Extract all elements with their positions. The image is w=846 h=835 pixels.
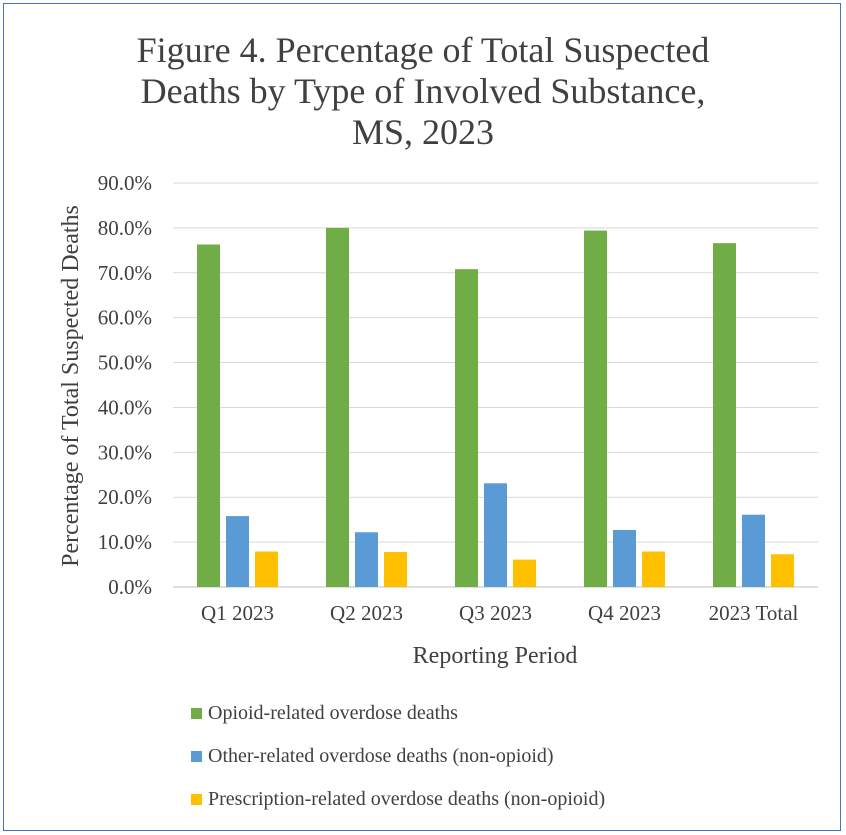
legend-label: Prescription-related overdose deaths (no… <box>208 787 606 810</box>
bar-series-2-2023-total <box>771 554 794 587</box>
y-axis-ticks: 0.0% 10.0% 20.0% 30.0% 40.0% 50.0% 60.0% 70.0% 8… <box>98 171 152 599</box>
legend-swatch <box>191 750 202 762</box>
bar-series-1-q3-2023 <box>484 483 507 587</box>
x-axis-title: Reporting Period <box>413 643 578 669</box>
bar-series-2-q2-2023 <box>384 551 407 587</box>
y-tick-label: 40.0% <box>98 395 152 419</box>
bar-series-1-q2-2023 <box>355 532 378 587</box>
y-tick-label: 20.0% <box>98 485 152 509</box>
chart-frame <box>3 3 841 831</box>
x-tick-label: 2023 Total <box>709 601 799 625</box>
bar-series-0-q3-2023 <box>455 269 478 587</box>
y-tick-label: 30.0% <box>98 440 152 464</box>
y-tick-label: 70.0% <box>98 261 152 285</box>
bar-series-2-q4-2023 <box>642 551 665 587</box>
legend-item: Prescription-related overdose deaths (no… <box>191 787 606 810</box>
bar-series-0-q1-2023 <box>197 244 220 587</box>
x-tick-label: Q1 2023 <box>201 601 274 625</box>
y-tick-label: 10.0% <box>98 530 152 554</box>
x-tick-label: Q3 2023 <box>459 601 532 625</box>
chart-title: Figure 4. Percentage of Total Suspected … <box>0 30 846 153</box>
y-axis-title: Percentage of Total Suspected Deaths <box>58 205 84 567</box>
bar-series-2-q3-2023 <box>513 559 536 587</box>
legend-item: Opioid-related overdose deaths <box>191 701 605 724</box>
bar-series-1-2023-total <box>742 514 765 587</box>
chart-title-line-2: Deaths by Type of Involved Substance, <box>140 71 706 111</box>
bar-series-1-q1-2023 <box>226 516 249 587</box>
chart-title-line-3: MS, 2023 <box>351 112 495 152</box>
y-tick-label: 90.0% <box>98 171 152 195</box>
x-tick-label: Q4 2023 <box>588 601 661 625</box>
bars <box>197 227 794 588</box>
y-tick-label: 80.0% <box>98 216 152 240</box>
legend-item: Other-related overdose deaths (non-opioi… <box>191 744 605 767</box>
bar-series-2-q1-2023 <box>255 551 278 587</box>
bar-series-0-q4-2023 <box>584 230 607 588</box>
bar-series-0-2023-total <box>713 243 736 587</box>
x-tick-label: Q2 2023 <box>330 601 403 625</box>
legend: Opioid-related overdose deaths Other-rela… <box>191 701 606 832</box>
y-tick-label: 0.0% <box>108 575 152 599</box>
legend-label: Opioid-related overdose deaths <box>208 701 458 724</box>
legend-swatch <box>191 707 202 719</box>
y-tick-label: 60.0% <box>98 306 152 330</box>
bar-series-1-q4-2023 <box>613 529 636 587</box>
legend-label: Other-related overdose deaths (non-opioi… <box>208 744 554 767</box>
legend-swatch <box>191 793 202 805</box>
chart-title-line-1: Figure 4. Percentage of Total Suspected <box>136 30 710 70</box>
bar-series-0-q2-2023 <box>326 227 349 587</box>
y-tick-label: 50.0% <box>98 351 152 375</box>
x-axis-ticks: Q1 2023 Q2 2023 Q3 2023 Q4 2023 2023 Total <box>201 601 798 625</box>
